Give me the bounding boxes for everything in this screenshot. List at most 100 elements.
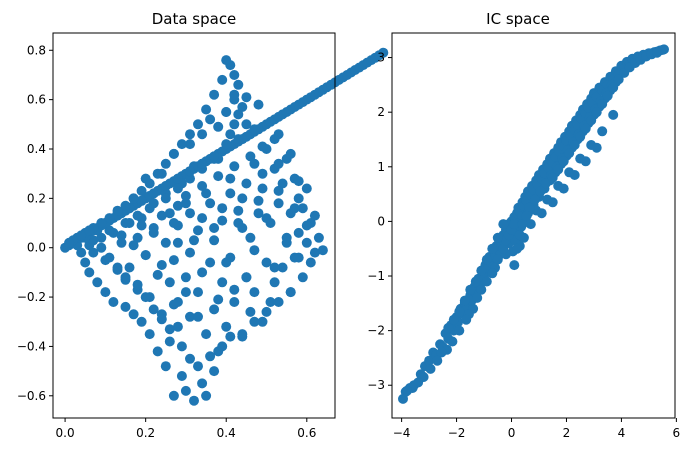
scatter-point	[492, 254, 503, 265]
scatter-point	[120, 272, 131, 283]
scatter-point	[64, 237, 75, 248]
scatter-point	[120, 301, 131, 312]
scatter-point	[249, 287, 260, 298]
scatter-point	[197, 378, 208, 389]
scatter-point	[217, 341, 228, 352]
scatter-point	[152, 168, 163, 179]
scatter-point	[197, 181, 208, 191]
scatter-point	[257, 183, 268, 194]
scatter-point	[164, 208, 175, 219]
scatter-point	[140, 250, 151, 261]
scatter-point	[261, 306, 272, 317]
x-tick-label: 6	[673, 426, 681, 440]
scatter-point	[176, 341, 187, 352]
scatter-point	[253, 195, 264, 206]
scatter-point	[293, 227, 304, 238]
scatter-point	[180, 272, 191, 283]
x-tick-label: 0.6	[297, 426, 316, 440]
scatter-point	[185, 166, 195, 177]
scatter-point	[225, 129, 236, 140]
scatter-point	[193, 287, 203, 298]
scatter-point	[436, 347, 447, 358]
scatter-point	[509, 219, 520, 230]
scatter-point	[402, 385, 413, 396]
scatter-point	[553, 164, 564, 175]
scatter-point	[180, 287, 191, 298]
scatter-point	[459, 295, 470, 306]
scatter-point	[309, 247, 320, 258]
scatter-point	[205, 257, 216, 268]
scatter-point	[168, 218, 179, 228]
scatter-point	[575, 131, 586, 142]
scatter-point	[558, 156, 569, 167]
scatter-point	[535, 186, 546, 197]
scatter-point	[96, 232, 107, 243]
scatter-point	[229, 161, 240, 172]
scatter-point	[132, 279, 143, 290]
y-tick-label: −0.4	[17, 339, 46, 353]
scatter-point	[221, 55, 232, 66]
y-tick-label: −0.2	[17, 290, 46, 304]
scatter-point	[465, 284, 476, 295]
scatter-point	[168, 390, 179, 401]
scatter-point	[305, 257, 316, 268]
scatter-point	[160, 193, 171, 204]
scatter-point	[261, 213, 272, 224]
scatter-point	[237, 102, 248, 112]
scatter-point	[229, 119, 240, 130]
scatter-point	[108, 297, 119, 307]
scatter-point	[529, 194, 540, 205]
scatter-point	[180, 385, 191, 396]
scatter-point	[461, 314, 472, 325]
scatter-point	[225, 331, 236, 342]
scatter-point	[164, 277, 175, 288]
scatter-point	[116, 230, 127, 241]
x-tick-label: 0	[508, 426, 516, 440]
scatter-point	[189, 235, 199, 246]
scatter-point	[168, 148, 179, 159]
scatter-point	[261, 257, 272, 268]
scatter-point	[84, 225, 95, 236]
scatter-point	[237, 193, 248, 204]
scatter-point	[517, 219, 528, 230]
y-tick-label: −3	[367, 378, 385, 392]
scatter-point	[487, 268, 498, 279]
scatter-point	[558, 183, 569, 194]
scatter-point	[209, 366, 220, 377]
scatter-point	[297, 272, 308, 283]
scatter-point	[209, 151, 220, 162]
scatter-point	[185, 247, 195, 258]
ic-space-y-axis: −3 −2 −1 0 1 2 3	[367, 51, 392, 392]
scatter-point	[229, 284, 240, 295]
scatter-point	[136, 316, 147, 327]
scatter-point	[569, 170, 580, 180]
scatter-point	[241, 92, 252, 103]
scatter-point	[524, 202, 535, 213]
scatter-point	[201, 390, 212, 401]
scatter-point	[176, 139, 187, 150]
scatter-point	[277, 178, 288, 189]
scatter-point	[128, 309, 139, 320]
scatter-point	[112, 205, 123, 216]
y-tick-label: 0.6	[27, 93, 46, 107]
scatter-point	[185, 311, 195, 322]
scatter-point	[225, 188, 236, 199]
scatter-point	[253, 99, 264, 110]
y-tick-label: 3	[377, 51, 385, 65]
scatter-point	[233, 205, 244, 216]
scatter-point	[201, 104, 212, 115]
scatter-point	[432, 355, 443, 366]
scatter-point	[185, 129, 195, 140]
scatter-point	[168, 299, 179, 310]
scatter-point	[249, 158, 260, 169]
scatter-point	[172, 237, 183, 248]
ic-space-axes-frame	[391, 32, 676, 419]
scatter-point	[124, 262, 135, 273]
scatter-point	[492, 232, 503, 243]
scatter-point	[96, 218, 107, 228]
scatter-point	[245, 151, 256, 162]
data-space-panel: Data space 0.0 0.2 0.4 0.6 −0.6−0.4−0.20.00…	[17, 10, 389, 440]
scatter-point	[447, 336, 458, 347]
scatter-point	[229, 70, 240, 80]
scatter-point	[249, 245, 260, 256]
